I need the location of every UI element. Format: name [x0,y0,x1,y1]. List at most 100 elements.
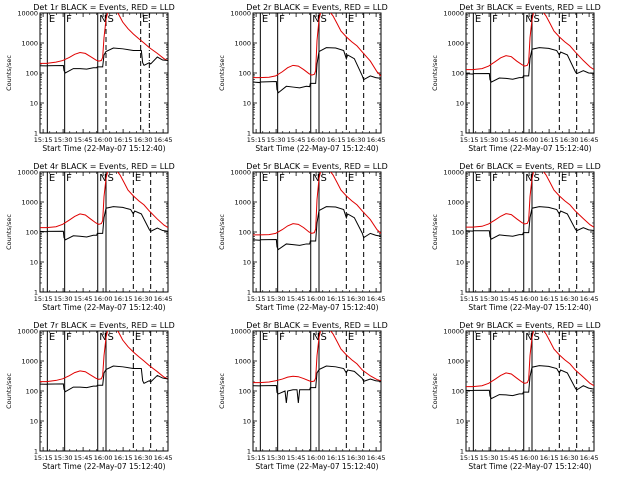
x-tick-label: 16:15 [540,454,559,462]
event-marker-label: E [348,173,354,184]
panel-title: Det 4r BLACK = Events, RED = LLD [33,162,175,171]
axes-frame [252,12,382,134]
series-group [40,13,168,74]
panel-title: Det 3r BLACK = Events, RED = LLD [459,3,601,12]
y-tick-label: 10000 [443,10,464,18]
event-marker-label: N [525,332,532,343]
detector-panel: Det 7r BLACK = Events, RED = LLD 1 10 100 10… [5,321,175,471]
y-tick-label: 1000 [21,358,38,366]
panel-title: Det 1r BLACK = Events, RED = LLD [33,3,175,12]
series-group [253,331,381,403]
event-marker-label: E [561,14,567,25]
events-series-line [40,47,168,74]
x-tick-label: 15:30 [267,454,286,462]
x-tick-label: 15:45 [74,136,93,144]
y-axis-label: Counts/sec [5,214,13,250]
x-tick-label: 15:15 [247,136,266,144]
y-tick-label: 10 [243,100,251,108]
y-tick-label: 10000 [230,10,251,18]
panel-title: Det 6r BLACK = Events, RED = LLD [459,162,601,171]
panel-title: Det 8r BLACK = Events, RED = LLD [246,321,388,330]
x-tick-label: 15:30 [480,454,499,462]
event-marker-label: S [321,173,327,184]
x-tick-label: 15:30 [54,136,73,144]
y-tick-label: 1 [460,289,464,297]
detector-panel: Det 6r BLACK = Events, RED = LLD 1 10 100 10… [431,162,601,312]
x-tick-label: 16:15 [327,295,346,303]
y-tick-label: 1000 [234,40,251,48]
event-marker-label: N [312,14,319,25]
event-marker-label: F [66,173,72,184]
event-marker-label: S [534,14,540,25]
event-marker-label: F [492,332,498,343]
x-tick-label: 16:15 [327,454,346,462]
axes-frame [465,330,595,452]
event-marker-label: N [99,14,106,25]
x-tick-label: 16:15 [114,454,133,462]
x-tick-label: 16:30 [347,136,366,144]
x-axis-label: Start Time (22-May-07 15:12:40) [42,462,165,471]
axes-frame [465,171,595,293]
panel-title: Det 9r BLACK = Events, RED = LLD [459,321,601,330]
x-tick-label: 15:30 [480,295,499,303]
y-tick-label: 1 [247,289,251,297]
x-axis-label: Start Time (22-May-07 15:12:40) [468,462,591,471]
x-tick-label: 15:15 [247,454,266,462]
x-tick-label: 16:30 [560,136,579,144]
x-tick-label: 15:45 [287,295,306,303]
x-tick-label: 15:15 [460,136,479,144]
events-series-line [40,365,168,393]
detector-panel: Det 5r BLACK = Events, RED = LLD 1 10 100 10… [218,162,388,312]
x-tick-label: 16:45 [580,454,599,462]
detector-panel: Det 3r BLACK = Events, RED = LLD 1 10 100 10… [431,3,601,153]
x-tick-label: 15:45 [287,136,306,144]
x-tick-label: 16:00 [307,454,326,462]
x-tick-label: 16:45 [367,136,386,144]
panel-title: Det 7r BLACK = Events, RED = LLD [33,321,175,330]
detector-panel: Det 4r BLACK = Events, RED = LLD 1 10 100 10… [5,162,175,312]
detector-panel: Det 2r BLACK = Events, RED = LLD 1 10 100 10… [218,3,388,153]
event-marker-label: F [279,332,285,343]
y-tick-label: 10 [30,418,38,426]
x-tick-label: 15:15 [247,295,266,303]
x-tick-label: 15:15 [34,454,53,462]
y-tick-label: 1000 [234,358,251,366]
event-marker-label: E [262,332,268,343]
y-tick-label: 1000 [21,199,38,207]
event-marker-label: E [142,14,148,25]
events-series-line [253,206,381,251]
y-tick-label: 10 [243,259,251,267]
y-tick-label: 1000 [234,199,251,207]
x-tick-label: 15:45 [74,454,93,462]
event-marker-label: F [492,173,498,184]
lld-series-line [466,172,594,228]
x-tick-label: 16:30 [347,454,366,462]
event-marker-label: N [525,173,532,184]
x-tick-label: 15:30 [267,295,286,303]
x-tick-label: 16:45 [154,454,173,462]
event-marker-label: E [135,173,141,184]
x-tick-label: 16:00 [94,136,113,144]
detector-panel: Det 9r BLACK = Events, RED = LLD 1 10 100 10… [431,321,601,471]
x-tick-label: 16:45 [154,136,173,144]
y-axis-label: Counts/sec [218,373,226,409]
series-group [40,172,168,241]
event-marker-label: N [312,173,319,184]
y-tick-label: 100 [26,229,38,237]
y-tick-label: 10 [456,418,464,426]
y-tick-label: 1 [460,448,464,456]
event-marker-label: S [321,332,327,343]
y-tick-label: 1000 [447,199,464,207]
x-tick-label: 16:30 [134,295,153,303]
x-axis-label: Start Time (22-May-07 15:12:40) [468,144,591,153]
event-marker-label: E [348,14,354,25]
x-tick-label: 16:30 [134,454,153,462]
lld-series-line [40,331,168,383]
event-marker-label: N [525,14,532,25]
x-tick-label: 15:15 [34,136,53,144]
event-marker-label: F [279,14,285,25]
event-marker-label: S [108,14,114,25]
event-marker-label: E [475,173,481,184]
event-marker-label: S [534,173,540,184]
y-tick-label: 100 [239,388,251,396]
